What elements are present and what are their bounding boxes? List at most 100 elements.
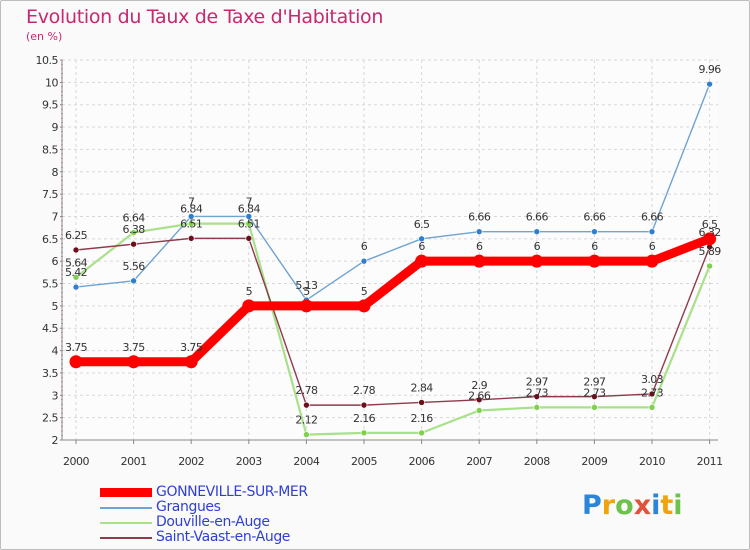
y-tick-label: 10.5 — [36, 54, 59, 67]
data-label-gonneville: 6 — [534, 240, 541, 253]
axes: 22.533.544.555.566.577.588.599.51010.520… — [36, 54, 724, 468]
data-label-saintvaast: 2.97 — [583, 376, 606, 389]
point-saintvaast — [303, 401, 310, 409]
x-tick-label: 2004 — [293, 455, 319, 468]
point-gonneville — [299, 299, 313, 313]
data-label-gonneville: 6.5 — [702, 218, 718, 231]
y-tick-label: 8.5 — [42, 143, 58, 156]
data-label-douville: 5.89 — [699, 245, 722, 258]
y-tick-label: 3.5 — [42, 367, 58, 380]
x-tick-label: 2010 — [639, 455, 665, 468]
point-grangues — [533, 228, 541, 235]
y-tick-label: 4 — [52, 345, 59, 358]
logo-letter-i: i — [651, 490, 661, 521]
legend-swatch-gonneville — [100, 488, 152, 497]
legend-item-douville: Douville-en-Auge — [100, 514, 360, 532]
logo-letter-o: o — [615, 490, 634, 521]
chart-title: Evolution du Taux de Taxe d'Habitation — [26, 6, 384, 28]
legend-label-saintvaast: Saint-Vaast-en-Auge — [156, 529, 291, 545]
series-lines — [71, 83, 715, 436]
point-grangues — [591, 228, 598, 235]
data-label-grangues: 6.66 — [468, 211, 491, 224]
data-label-douville: 2.16 — [353, 412, 376, 425]
data-labels: 3.75 3.75 3.75 5 5 5 6 6 6 6 6 6.5 5.42 5.56 7 7 5.13 6 6.… — [65, 63, 722, 427]
point-gonneville — [415, 254, 429, 268]
point-saintvaast — [360, 401, 368, 409]
y-tick-label: 7.5 — [42, 188, 58, 201]
point-gonneville — [472, 254, 486, 268]
data-label-gonneville: 3.75 — [65, 341, 88, 354]
data-label-grangues: 6.66 — [641, 211, 664, 224]
data-label-gonneville: 5 — [361, 285, 368, 298]
point-grangues — [360, 257, 368, 265]
legend-swatch-grangues — [100, 507, 152, 509]
point-grangues — [418, 235, 425, 243]
data-label-grangues: 5.56 — [123, 260, 146, 273]
data-label-gonneville: 5 — [303, 285, 310, 298]
point-gonneville — [242, 299, 256, 313]
data-label-grangues: 7 — [246, 195, 253, 208]
data-label-gonneville: 3.75 — [123, 341, 146, 354]
data-label-douville: 5.64 — [65, 256, 88, 269]
point-grangues — [245, 213, 253, 220]
data-label-douville: 6.84 — [180, 203, 203, 216]
point-grangues — [648, 228, 656, 235]
series-line-grangues — [75, 83, 711, 301]
x-tick-label: 2007 — [466, 455, 492, 468]
point-gonneville — [69, 355, 83, 369]
logo-letter-x: x — [633, 490, 652, 521]
chart-subtitle: (en %) — [26, 30, 63, 43]
x-tick-label: 2000 — [63, 455, 89, 468]
data-label-saintvaast: 6.51 — [180, 217, 202, 230]
y-tick-label: 9.5 — [42, 99, 58, 112]
legend-item-gonneville: GONNEVILLE-SUR-MER — [100, 484, 360, 502]
point-douville — [72, 273, 80, 281]
point-douville — [533, 404, 541, 411]
logo-letter-r: r — [601, 490, 616, 521]
point-grangues — [475, 228, 483, 235]
x-tick-label: 2006 — [409, 455, 435, 468]
data-label-gonneville: 5 — [246, 285, 253, 298]
point-gonneville — [357, 299, 371, 313]
data-label-saintvaast: 2.9 — [471, 379, 487, 392]
data-label-douville: 2.12 — [295, 414, 317, 427]
data-label-douville: 2.16 — [411, 412, 434, 425]
legend-item-saintvaast: Saint-Vaast-en-Auge — [100, 529, 360, 547]
data-label-gonneville: 6 — [649, 240, 656, 253]
data-label-gonneville: 6 — [591, 240, 598, 253]
legend-label-grangues: Grangues — [156, 499, 221, 515]
data-label-douville: 2.73 — [526, 386, 549, 399]
data-label-saintvaast: 2.78 — [295, 384, 318, 397]
legend-item-grangues: Grangues — [100, 499, 360, 517]
x-tick-label: 2001 — [121, 455, 147, 468]
x-tick-label: 2002 — [178, 455, 204, 468]
point-douville — [303, 431, 310, 438]
point-douville — [130, 229, 137, 236]
data-label-douville: 2.73 — [583, 386, 606, 399]
logo-letter-p: P — [582, 490, 602, 521]
data-label-saintvaast: 6.32 — [699, 226, 721, 239]
point-douville — [591, 404, 598, 411]
point-saintvaast — [648, 390, 656, 398]
point-gonneville — [530, 254, 544, 268]
data-label-grangues: 5.42 — [65, 266, 87, 279]
point-saintvaast — [72, 246, 80, 254]
point-saintvaast — [475, 396, 483, 404]
data-label-grangues: 5.13 — [295, 279, 318, 292]
data-label-gonneville: 6 — [418, 240, 425, 253]
y-tick-label: 9 — [52, 121, 59, 134]
point-douville — [360, 429, 368, 437]
x-tick-label: 2003 — [236, 455, 262, 468]
data-label-grangues: 6 — [361, 240, 368, 253]
point-gonneville — [587, 254, 601, 268]
point-grangues — [130, 277, 137, 285]
point-saintvaast — [418, 399, 425, 406]
y-tick-label: 5 — [52, 300, 59, 313]
logo-letter-t: t — [660, 490, 674, 521]
logo-letter-i2: i — [673, 490, 683, 521]
point-grangues — [72, 283, 80, 291]
data-label-saintvaast: 6.51 — [238, 217, 260, 230]
data-label-saintvaast: 6.25 — [65, 229, 88, 242]
series-line-saintvaast — [75, 237, 711, 406]
